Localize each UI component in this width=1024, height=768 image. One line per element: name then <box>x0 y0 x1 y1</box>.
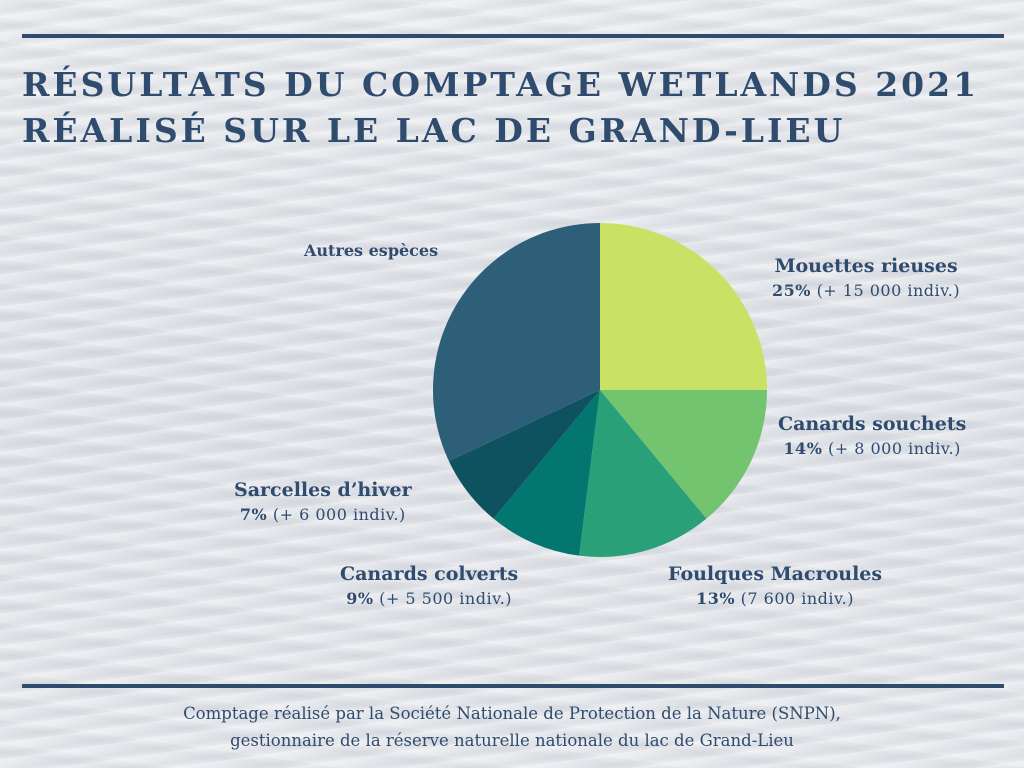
slice-name: Canards souchets <box>778 413 967 435</box>
slice-count: (+ 5 500 indiv.) <box>379 589 513 608</box>
pie-slice-mouettes-rieuses <box>600 223 767 390</box>
slice-count: (+ 15 000 indiv.) <box>816 281 961 300</box>
slice-count: (7 600 indiv.) <box>740 589 855 608</box>
slice-count: (+ 6 000 indiv.) <box>272 505 406 524</box>
bottom-divider <box>22 684 1004 688</box>
label-sarcelles-hiver: Sarcelles d’hiver 7% (+ 6 000 indiv.) <box>234 477 412 527</box>
title-line-1: RÉSULTATS DU COMPTAGE WETLANDS 2021 <box>22 65 980 104</box>
slice-count: (+ 8 000 indiv.) <box>827 439 961 458</box>
slice-percent: 25% <box>772 281 811 300</box>
pie-slice-autres-espèces <box>432 223 600 462</box>
label-autres-especes: Autres espèces <box>304 238 438 264</box>
slice-name: Foulques Macroules <box>668 563 883 585</box>
label-mouettes-rieuses: Mouettes rieuses 25% (+ 15 000 indiv.) <box>772 253 960 303</box>
page-title: RÉSULTATS DU COMPTAGE WETLANDS 2021 RÉAL… <box>22 62 1012 154</box>
pie-slice-canards-colverts <box>493 390 600 556</box>
slice-value: 7% (+ 6 000 indiv.) <box>234 503 412 527</box>
slice-value: 9% (+ 5 500 indiv.) <box>340 587 518 611</box>
slice-value: 25% (+ 15 000 indiv.) <box>772 279 960 303</box>
slice-percent: 7% <box>239 505 268 524</box>
slice-name: Autres espèces <box>304 241 439 260</box>
footer-line-1: Comptage réalisé par la Société National… <box>183 704 841 723</box>
slice-name: Mouettes rieuses <box>774 255 958 277</box>
pie-slice-foulques-macroules <box>579 390 707 557</box>
title-line-2: RÉALISÉ SUR LE LAC DE GRAND-LIEU <box>22 111 846 150</box>
label-foulques-macroules: Foulques Macroules 13% (7 600 indiv.) <box>668 561 882 611</box>
slice-percent: 9% <box>346 589 374 608</box>
pie-slice-canards-souchets <box>600 390 767 519</box>
footer-credit: Comptage réalisé par la Société National… <box>0 700 1024 754</box>
slice-name: Canards colverts <box>340 563 519 585</box>
pie-slice-sarcelles-d-hiver <box>448 390 600 519</box>
top-divider <box>22 34 1004 38</box>
slice-value: 14% (+ 8 000 indiv.) <box>778 437 966 461</box>
slice-percent: 14% <box>783 439 823 458</box>
slice-percent: 13% <box>696 589 736 608</box>
slice-value: 13% (7 600 indiv.) <box>668 587 882 611</box>
slice-name: Sarcelles d’hiver <box>234 479 412 501</box>
footer-line-2: gestionnaire de la réserve naturelle nat… <box>230 731 794 750</box>
label-canards-souchets: Canards souchets 14% (+ 8 000 indiv.) <box>778 411 966 461</box>
label-canards-colverts: Canards colverts 9% (+ 5 500 indiv.) <box>340 561 518 611</box>
